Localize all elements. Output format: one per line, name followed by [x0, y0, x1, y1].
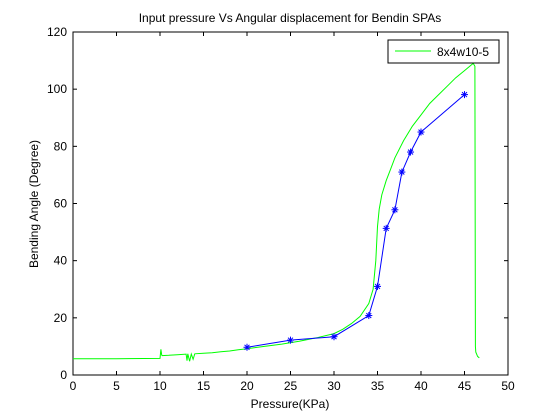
data-point-marker [382, 224, 390, 232]
legend-label-8x4w10-5: 8x4w10-5 [437, 45, 489, 59]
x-axis-label: Pressure(KPa) [251, 397, 330, 411]
legend-box [387, 39, 500, 64]
x-tick-label: 10 [153, 379, 167, 393]
series-layer [73, 62, 480, 362]
y-tick-label: 40 [54, 254, 68, 268]
data-point-marker [243, 343, 251, 351]
x-tick-label: 45 [458, 379, 472, 393]
data-point-marker [374, 282, 381, 290]
legend: 8x4w10-5 [387, 39, 500, 64]
series-line-8x4w10-5 [73, 62, 480, 362]
x-tick-label: 0 [70, 379, 77, 393]
data-point-marker [365, 312, 373, 320]
data-point-marker [417, 128, 425, 136]
x-tick-label: 25 [284, 379, 298, 393]
x-tick-label: 15 [197, 379, 211, 393]
data-point-marker [461, 91, 468, 99]
plot-area [72, 31, 509, 376]
y-tick-label: 0 [60, 368, 67, 382]
y-axis-label: Bending Angle (Degree) [27, 140, 41, 268]
data-point-marker [398, 168, 406, 176]
x-tick-label: 50 [501, 379, 515, 393]
x-tick-label: 40 [414, 379, 428, 393]
data-point-marker [391, 206, 399, 214]
x-tick-label: 5 [113, 379, 120, 393]
y-tick-label: 20 [54, 311, 68, 325]
y-tick-label: 120 [47, 25, 67, 39]
data-point-marker [330, 333, 338, 341]
y-tick-label: 100 [47, 82, 67, 96]
x-tick-label: 30 [327, 379, 341, 393]
y-tick-label: 80 [54, 139, 68, 153]
axis-ticks: 0 5 10 15 20 25 30 35 40 45 50 0 20 40 60 80 100 120 [47, 25, 515, 393]
data-point-marker [287, 336, 294, 344]
data-point-marker [407, 148, 415, 156]
y-tick-label: 60 [54, 197, 68, 211]
x-tick-label: 35 [371, 379, 385, 393]
chart-title: Input pressure Vs Angular displacement f… [139, 11, 442, 25]
x-tick-label: 20 [240, 379, 254, 393]
